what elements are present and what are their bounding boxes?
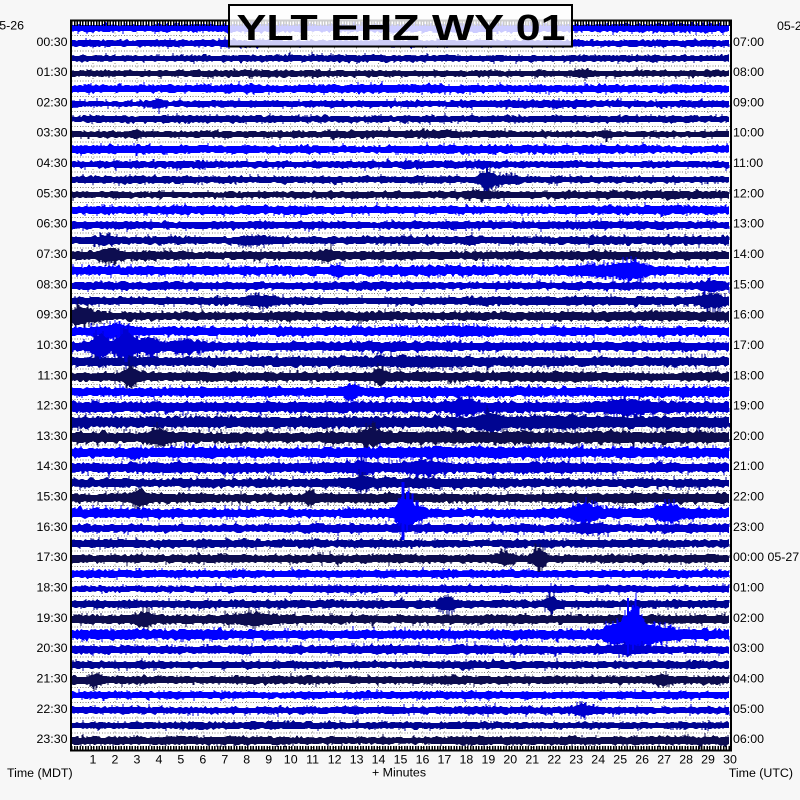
svg-text:20: 20 (503, 753, 517, 767)
svg-text:07:30: 07:30 (36, 247, 67, 261)
svg-text:23:00: 23:00 (733, 520, 764, 534)
svg-text:+ Minutes: + Minutes (372, 766, 426, 780)
svg-text:09:30: 09:30 (36, 308, 67, 322)
svg-text:18: 18 (460, 753, 474, 767)
svg-text:00:00 05-27: 00:00 05-27 (733, 550, 799, 564)
svg-text:19:00: 19:00 (733, 399, 764, 413)
svg-text:12:30: 12:30 (36, 399, 67, 413)
svg-text:23:30: 23:30 (36, 732, 67, 746)
svg-text:16:30: 16:30 (36, 520, 67, 534)
svg-text:24: 24 (591, 753, 605, 767)
svg-text:18:30: 18:30 (36, 581, 67, 595)
svg-text:13:30: 13:30 (36, 429, 67, 443)
svg-text:19: 19 (482, 753, 496, 767)
svg-text:06:30: 06:30 (36, 217, 67, 231)
svg-text:10:00: 10:00 (733, 126, 764, 140)
svg-text:22:30: 22:30 (36, 702, 67, 716)
svg-text:14:00: 14:00 (733, 247, 764, 261)
svg-text:14: 14 (372, 753, 386, 767)
svg-text:22:00: 22:00 (733, 490, 764, 504)
svg-text:09:00: 09:00 (733, 95, 764, 109)
svg-text:11:00: 11:00 (733, 156, 763, 170)
svg-text:00:30: 00:30 (36, 35, 67, 49)
svg-text:29: 29 (701, 753, 715, 767)
svg-text:19:30: 19:30 (36, 611, 67, 625)
svg-text:11:30: 11:30 (37, 368, 67, 382)
svg-text:13:00: 13:00 (733, 217, 764, 231)
svg-text:07:00: 07:00 (733, 35, 764, 49)
svg-text:7: 7 (221, 753, 228, 767)
svg-text:02:30: 02:30 (36, 95, 67, 109)
svg-text:4: 4 (155, 753, 162, 767)
svg-text:05-26: 05-26 (777, 19, 800, 33)
svg-text:15: 15 (394, 753, 408, 767)
svg-text:16:00: 16:00 (733, 308, 764, 322)
svg-text:12: 12 (328, 753, 342, 767)
svg-text:08:00: 08:00 (733, 65, 764, 79)
svg-text:3: 3 (133, 753, 140, 767)
svg-text:5: 5 (177, 753, 184, 767)
svg-text:9: 9 (265, 753, 272, 767)
svg-text:10: 10 (284, 753, 298, 767)
svg-text:14:30: 14:30 (36, 459, 67, 473)
svg-text:23: 23 (569, 753, 583, 767)
svg-text:Time (UTC): Time (UTC) (729, 766, 793, 780)
svg-text:01:00: 01:00 (733, 581, 764, 595)
svg-text:16: 16 (416, 753, 430, 767)
svg-text:15:00: 15:00 (733, 277, 764, 291)
svg-text:01:30: 01:30 (36, 65, 67, 79)
svg-text:30: 30 (723, 753, 737, 767)
svg-text:17: 17 (438, 753, 452, 767)
svg-text:21: 21 (525, 753, 539, 767)
svg-text:18:00: 18:00 (733, 368, 764, 382)
svg-text:6: 6 (199, 753, 206, 767)
svg-text:17:00: 17:00 (733, 338, 764, 352)
svg-text:05-26: 05-26 (0, 19, 24, 33)
svg-text:YLT EHZ WY 01: YLT EHZ WY 01 (237, 7, 566, 48)
svg-text:26: 26 (635, 753, 649, 767)
svg-text:2: 2 (111, 753, 118, 767)
svg-text:1: 1 (90, 753, 97, 767)
svg-text:03:30: 03:30 (36, 126, 67, 140)
svg-text:8: 8 (243, 753, 250, 767)
svg-text:05:30: 05:30 (36, 186, 67, 200)
svg-text:04:30: 04:30 (36, 156, 67, 170)
svg-text:08:30: 08:30 (36, 277, 67, 291)
svg-text:Time (MDT): Time (MDT) (7, 766, 73, 780)
svg-text:25: 25 (613, 753, 627, 767)
svg-text:20:00: 20:00 (733, 429, 764, 443)
svg-text:28: 28 (679, 753, 693, 767)
svg-text:27: 27 (657, 753, 671, 767)
svg-text:17:30: 17:30 (36, 550, 67, 564)
svg-text:21:00: 21:00 (733, 459, 764, 473)
svg-text:06:00: 06:00 (733, 732, 764, 746)
svg-text:15:30: 15:30 (36, 490, 67, 504)
svg-text:13: 13 (350, 753, 364, 767)
svg-text:03:00: 03:00 (733, 641, 764, 655)
svg-text:04:00: 04:00 (733, 672, 764, 686)
svg-text:12:00: 12:00 (733, 186, 764, 200)
svg-text:22: 22 (547, 753, 561, 767)
svg-text:10:30: 10:30 (36, 338, 67, 352)
svg-text:02:00: 02:00 (733, 611, 764, 625)
svg-text:05:00: 05:00 (733, 702, 764, 716)
svg-text:20:30: 20:30 (36, 641, 67, 655)
svg-text:11: 11 (306, 753, 319, 767)
svg-text:21:30: 21:30 (36, 672, 67, 686)
